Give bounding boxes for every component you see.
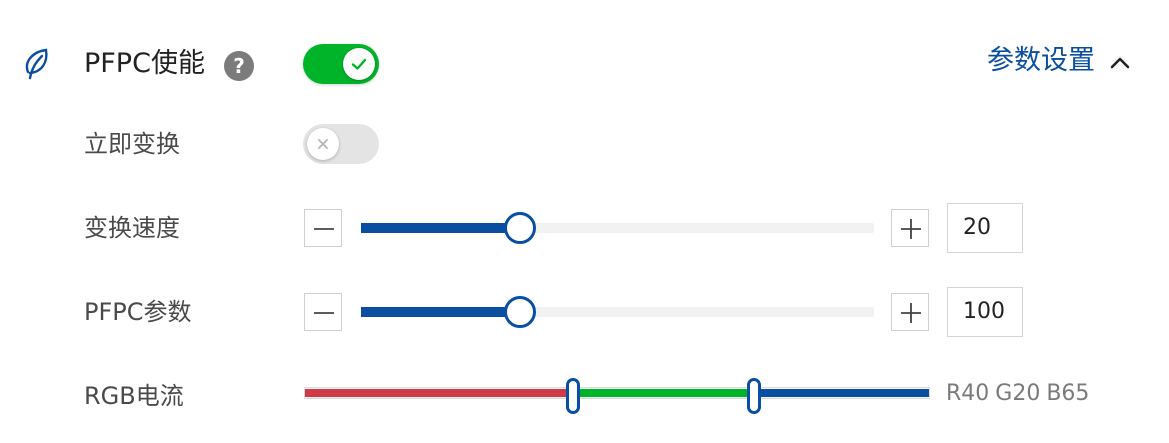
speed-slider-track[interactable]	[361, 212, 874, 244]
immediate-transform-toggle[interactable]	[303, 124, 379, 164]
close-icon	[318, 139, 328, 149]
plus-icon	[901, 303, 921, 323]
speed-value-input[interactable]: 20	[947, 203, 1023, 253]
param-slider-thumb[interactable]	[504, 296, 536, 328]
speed-slider-fill	[361, 223, 520, 233]
minus-icon	[314, 228, 334, 230]
rgb-blue-value: B65	[1046, 381, 1090, 406]
immediate-transform-label: 立即变换	[84, 130, 180, 158]
red-segment	[305, 389, 573, 397]
check-icon	[351, 58, 367, 70]
rgb-handle-green-blue[interactable]	[747, 378, 761, 414]
rgb-current-label: RGB电流	[84, 382, 184, 410]
speed-decrement-button[interactable]	[304, 209, 342, 247]
blue-segment	[754, 389, 929, 397]
green-segment	[573, 389, 754, 397]
param-slider-track[interactable]	[361, 296, 874, 328]
rgb-red-value: R40	[946, 381, 990, 406]
plus-icon	[901, 219, 921, 239]
rgb-green-value: G20	[995, 381, 1041, 406]
toggle-knob	[343, 48, 375, 80]
speed-slider-thumb[interactable]	[504, 212, 536, 244]
param-slider-fill	[361, 307, 520, 317]
speed-increment-button[interactable]	[891, 209, 929, 247]
param-increment-button[interactable]	[891, 293, 929, 331]
param-value-input[interactable]: 100	[947, 287, 1023, 337]
toggle-knob	[307, 128, 339, 160]
pfpc-param-label: PFPC参数	[84, 298, 192, 326]
param-decrement-button[interactable]	[304, 293, 342, 331]
minus-icon	[314, 312, 334, 314]
question-circle-icon[interactable]: ?	[224, 51, 254, 81]
leaf-icon	[20, 44, 54, 82]
rgb-handle-red-green[interactable]	[566, 378, 580, 414]
chevron-up-icon[interactable]	[1108, 53, 1132, 73]
pfpc-enable-label: PFPC使能	[84, 48, 205, 79]
rgb-range-slider[interactable]	[304, 378, 930, 414]
pfpc-enable-toggle[interactable]	[303, 44, 379, 84]
params-settings-link[interactable]: 参数设置	[987, 45, 1095, 76]
transform-speed-label: 变换速度	[84, 214, 180, 242]
rgb-readout: R40 G20 B65	[946, 379, 1089, 409]
